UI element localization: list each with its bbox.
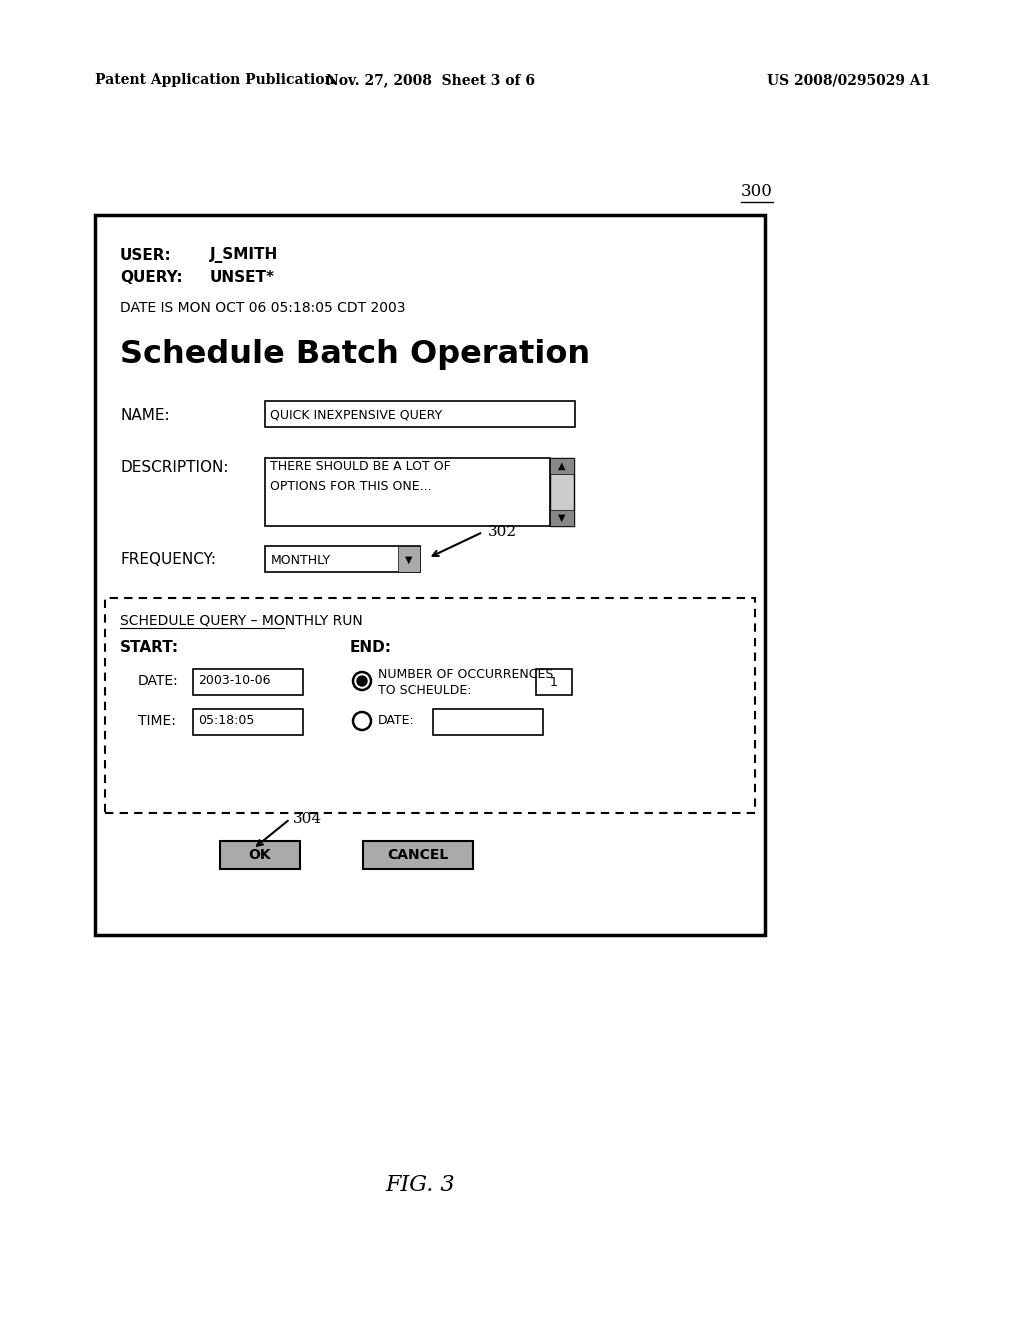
Text: DATE:: DATE: xyxy=(138,675,179,688)
Text: NAME:: NAME: xyxy=(120,408,170,422)
Circle shape xyxy=(357,676,367,686)
Text: NUMBER OF OCCURRENCES: NUMBER OF OCCURRENCES xyxy=(378,668,553,681)
FancyBboxPatch shape xyxy=(362,841,473,869)
Text: THERE SHOULD BE A LOT OF: THERE SHOULD BE A LOT OF xyxy=(270,459,451,473)
Text: J_SMITH: J_SMITH xyxy=(210,247,279,263)
Text: TO SCHEULDE:: TO SCHEULDE: xyxy=(378,685,471,697)
FancyBboxPatch shape xyxy=(550,458,574,525)
Text: 300: 300 xyxy=(741,183,773,201)
FancyBboxPatch shape xyxy=(433,709,543,735)
FancyBboxPatch shape xyxy=(193,669,303,696)
Text: 302: 302 xyxy=(488,525,517,539)
FancyBboxPatch shape xyxy=(220,841,300,869)
Text: USER:: USER: xyxy=(120,248,172,263)
Text: US 2008/0295029 A1: US 2008/0295029 A1 xyxy=(767,73,930,87)
Text: QUICK INEXPENSIVE QUERY: QUICK INEXPENSIVE QUERY xyxy=(270,408,442,421)
Text: FREQUENCY:: FREQUENCY: xyxy=(120,553,216,568)
Text: DATE IS MON OCT 06 05:18:05 CDT 2003: DATE IS MON OCT 06 05:18:05 CDT 2003 xyxy=(120,301,406,315)
Text: 1: 1 xyxy=(550,676,558,689)
FancyBboxPatch shape xyxy=(550,458,574,474)
Text: MONTHLY: MONTHLY xyxy=(271,553,331,566)
Text: 304: 304 xyxy=(293,812,323,826)
Text: Schedule Batch Operation: Schedule Batch Operation xyxy=(120,339,590,371)
Text: 2003-10-06: 2003-10-06 xyxy=(198,675,270,688)
Text: 05:18:05: 05:18:05 xyxy=(198,714,254,727)
Bar xyxy=(105,598,755,813)
Text: OK: OK xyxy=(249,847,271,862)
FancyBboxPatch shape xyxy=(193,709,303,735)
Text: START:: START: xyxy=(120,640,179,656)
Text: SCHEDULE QUERY – MONTHLY RUN: SCHEDULE QUERY – MONTHLY RUN xyxy=(120,612,362,627)
Text: QUERY:: QUERY: xyxy=(120,271,182,285)
Text: Nov. 27, 2008  Sheet 3 of 6: Nov. 27, 2008 Sheet 3 of 6 xyxy=(326,73,535,87)
FancyBboxPatch shape xyxy=(265,401,575,426)
FancyBboxPatch shape xyxy=(398,546,420,572)
Text: OPTIONS FOR THIS ONE...: OPTIONS FOR THIS ONE... xyxy=(270,479,432,492)
Text: END:: END: xyxy=(350,640,392,656)
Text: TIME:: TIME: xyxy=(138,714,176,729)
Text: UNSET*: UNSET* xyxy=(210,271,275,285)
FancyBboxPatch shape xyxy=(265,458,550,525)
Text: DESCRIPTION:: DESCRIPTION: xyxy=(120,461,228,475)
Text: Patent Application Publication: Patent Application Publication xyxy=(95,73,335,87)
Text: CANCEL: CANCEL xyxy=(387,847,449,862)
Text: ▼: ▼ xyxy=(558,513,565,523)
FancyBboxPatch shape xyxy=(95,215,765,935)
Text: ▼: ▼ xyxy=(406,554,413,565)
FancyBboxPatch shape xyxy=(550,510,574,525)
Text: DATE:: DATE: xyxy=(378,714,415,727)
FancyBboxPatch shape xyxy=(265,546,420,572)
Text: FIG. 3: FIG. 3 xyxy=(385,1173,455,1196)
Text: ▲: ▲ xyxy=(558,461,565,471)
FancyBboxPatch shape xyxy=(536,669,572,696)
